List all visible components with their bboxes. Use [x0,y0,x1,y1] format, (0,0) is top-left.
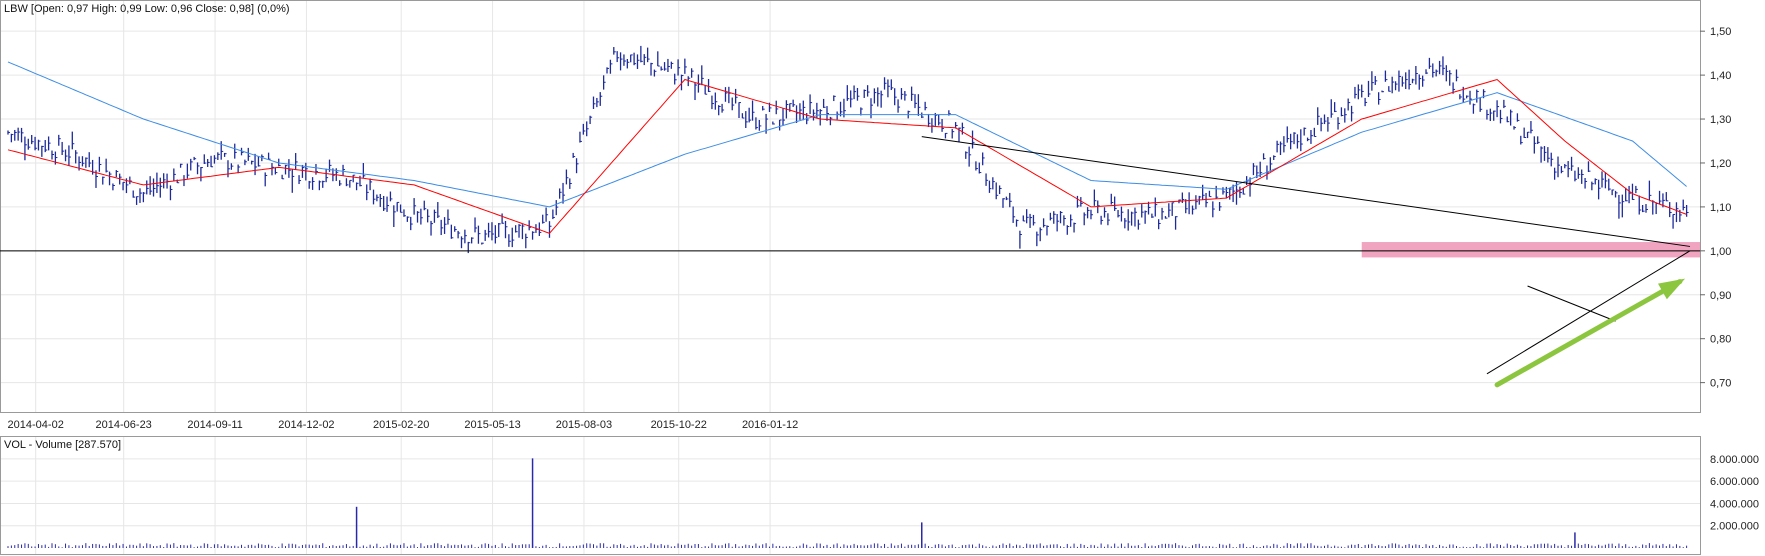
date-tick-label: 2014-04-02 [8,419,64,431]
price-tick-label: 1,50 [1710,26,1731,38]
indicator-lines [7,61,1687,234]
date-tick-label: 2015-08-03 [556,419,612,431]
volume-tick-label: 8.000.000 [1710,454,1759,466]
uptrend-arrow-head [1658,278,1686,300]
price-bars [7,45,1689,254]
date-tick-label: 2015-10-22 [651,419,707,431]
descending-trendline [921,136,1691,247]
price-tick-label: 1,40 [1710,70,1731,82]
price-tick-label: 1,20 [1710,158,1731,170]
volume-tick-label: 6.000.000 [1710,476,1759,488]
short-trendline [1527,285,1616,322]
date-tick-label: 2014-06-23 [96,419,152,431]
uptrend-arrow-shaft [1494,279,1683,388]
price-tick-label: 1,10 [1710,202,1731,214]
volume-tick-label: 4.000.000 [1710,498,1759,510]
price-tick-label: 1,00 [1710,246,1731,258]
date-tick-label: 2014-09-11 [187,419,242,431]
date-axis: 2014-04-02 2014-06-23 2014-09-11 2014-12-02… [8,419,799,431]
slow-moving-average-line [7,61,1687,208]
volume-header: VOL - Volume [287.570] [4,439,121,451]
volume-bars [7,458,1688,548]
price-axis: 1,50 1,40 1,30 1,20 1,10 1,00 0,90 0,80 0,70 [1700,26,1731,390]
date-tick-label: 2014-12-02 [278,419,334,431]
price-tick-label: 0,90 [1710,290,1731,302]
date-tick-label: 2016-01-12 [742,419,798,431]
price-header: LBW [Open: 0,97 High: 0,99 Low: 0,96 Clo… [4,3,290,15]
date-tick-label: 2015-02-20 [373,419,429,431]
volume-tick-label: 2.000.000 [1710,521,1759,533]
resistance-zone-layer [1361,242,1700,258]
volume-panel-frame [0,436,1701,555]
annotation-layer [0,136,1700,388]
price-tick-label: 0,70 [1710,378,1731,390]
price-tick-label: 1,30 [1710,114,1731,126]
fast-moving-average-line [7,78,1687,234]
date-tick-label: 2015-05-13 [464,419,520,431]
volume-axis: 8.000.000 6.000.000 4.000.000 2.000.000 [1710,454,1759,533]
price-tick-label: 0,80 [1710,334,1731,346]
volume-grid [0,437,1700,554]
ascending-trendline [1486,250,1691,375]
resistance-zone [1361,242,1700,258]
